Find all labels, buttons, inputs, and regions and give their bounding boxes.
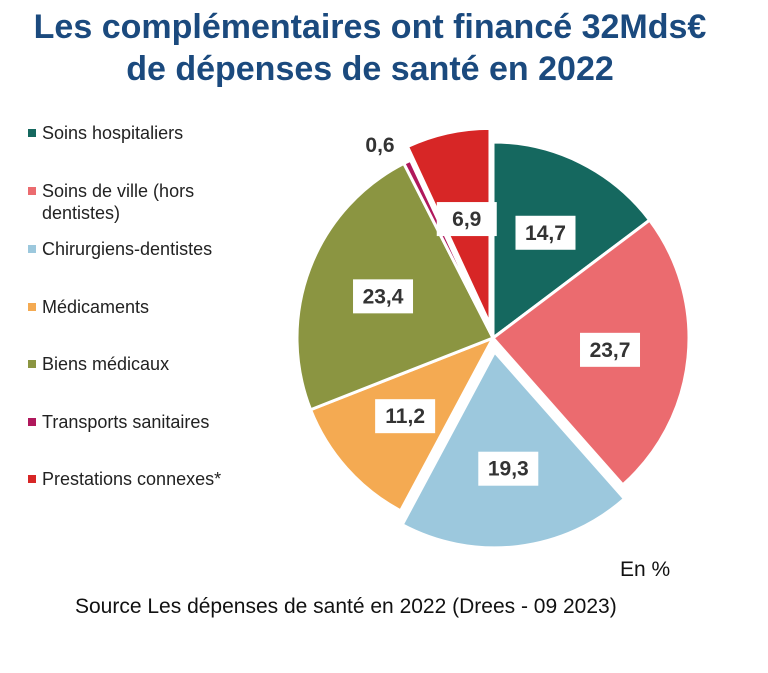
title-line-1: Les complémentaires ont financé 32Mds€ (33, 8, 707, 46)
legend-item: Médicaments (28, 296, 232, 318)
legend-item: Chirurgiens-dentistes (28, 238, 232, 260)
legend-swatch (28, 129, 36, 137)
source-note: Source Les dépenses de santé en 2022 (Dr… (75, 595, 617, 618)
legend-swatch (28, 418, 36, 426)
data-label: 23,4 (363, 285, 404, 308)
legend-swatch (28, 360, 36, 368)
legend-item: Biens médicaux (28, 353, 232, 375)
data-label-box (515, 215, 576, 250)
data-label: 11,2 (385, 405, 425, 428)
data-label-box (353, 279, 414, 314)
legend-label: Prestations connexes* (42, 469, 222, 489)
pie-slice (400, 349, 627, 550)
title-line-2: de dépenses de santé en 2022 (126, 50, 614, 88)
legend-swatch (28, 245, 36, 253)
legend-label: Médicaments (42, 297, 150, 317)
legend-label: Chirurgiens-dentistes (42, 239, 213, 259)
legend-item: Soins hospitaliers (28, 122, 232, 144)
legend-item: Prestations connexes* (28, 468, 232, 490)
legend-swatch (28, 187, 36, 195)
legend-label: Soins de ville (hors dentistes) (42, 181, 195, 223)
data-label: 0,6 (365, 134, 394, 157)
legend-item: Transports sanitaires (28, 411, 232, 433)
legend-label: Transports sanitaires (42, 412, 210, 432)
data-label: 19,3 (488, 458, 529, 481)
data-label-box (580, 332, 641, 367)
legend-swatch (28, 303, 36, 311)
legend-label: Soins hospitaliers (42, 123, 184, 143)
data-label: 6,9 (452, 208, 481, 231)
data-label-box (436, 202, 497, 237)
legend-item: Soins de ville (hors dentistes) (28, 180, 232, 224)
data-label-box (375, 399, 436, 434)
legend-swatch (28, 475, 36, 483)
data-label: 14,7 (525, 222, 566, 245)
unit-label: En % (620, 558, 671, 581)
pie-slice (401, 158, 495, 339)
chart-title: Les complémentaires ont financé 32Mds€ d… (0, 6, 740, 90)
data-label: 23,7 (590, 339, 631, 362)
legend-label: Biens médicaux (42, 354, 170, 374)
data-label-box (478, 451, 539, 486)
